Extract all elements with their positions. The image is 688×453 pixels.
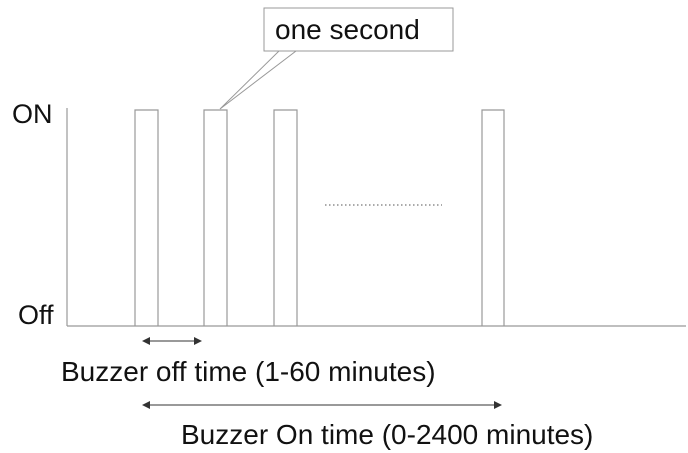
on-level-label: ON bbox=[12, 99, 53, 129]
callout-box bbox=[263, 7, 454, 52]
pulse-last bbox=[481, 109, 505, 326]
pulse-1 bbox=[134, 109, 159, 326]
on-time-caption: Buzzer On time (0-2400 minutes) bbox=[181, 419, 594, 450]
pulse-2 bbox=[203, 109, 228, 326]
off-level-label: Off bbox=[18, 300, 54, 330]
callout-pointer bbox=[219, 50, 298, 110]
off-time-caption: Buzzer off time (1-60 minutes) bbox=[61, 356, 436, 387]
callout-label: one second bbox=[275, 14, 420, 45]
pulse-3 bbox=[273, 109, 298, 326]
